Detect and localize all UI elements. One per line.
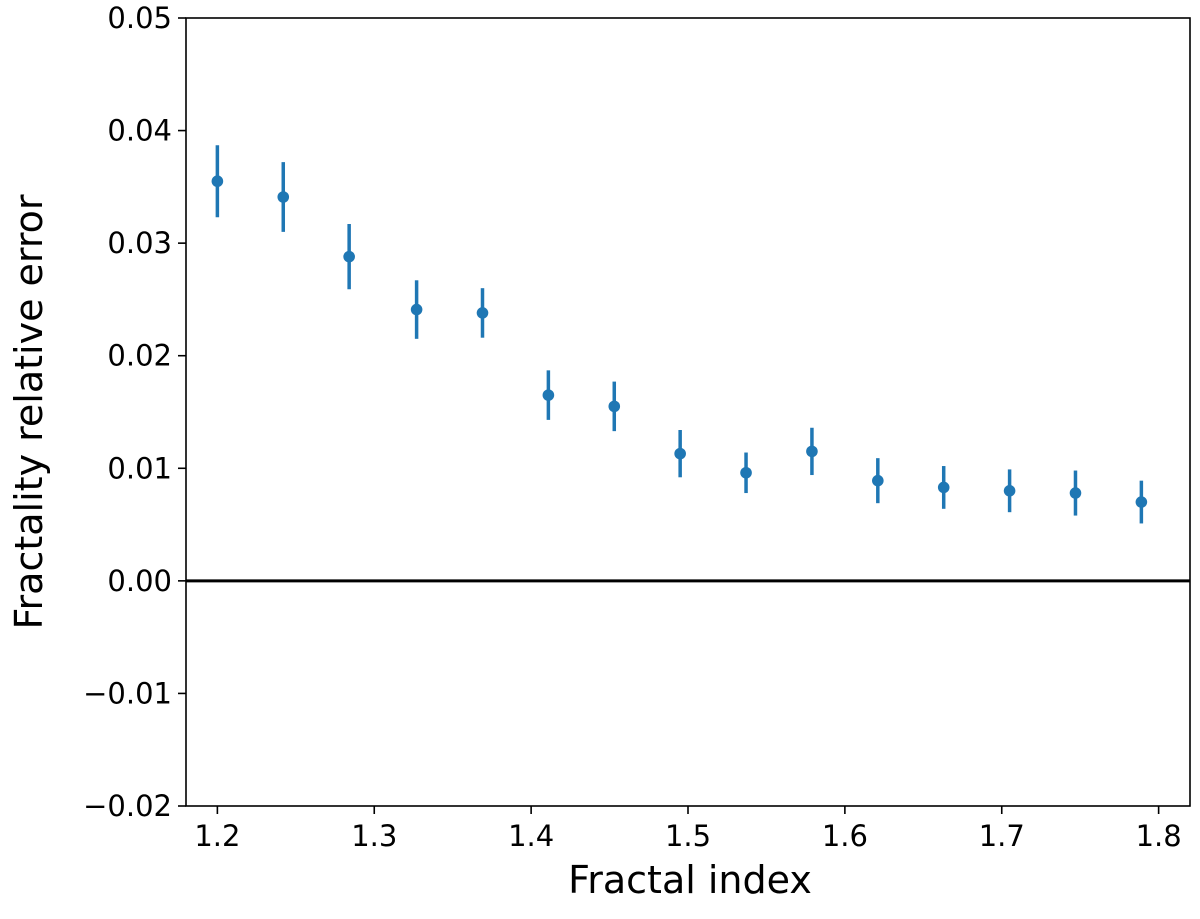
y-axis-label: Fractality relative error xyxy=(7,194,51,629)
y-tick-label: 0.03 xyxy=(107,226,172,260)
data-point xyxy=(343,250,355,263)
data-point xyxy=(806,445,818,458)
data-point xyxy=(410,303,423,316)
x-tick-label: 1.8 xyxy=(1136,819,1182,853)
plot-layer xyxy=(186,145,1190,583)
data-point xyxy=(674,447,686,460)
x-tick-label: 1.7 xyxy=(979,819,1025,853)
y-tick-label: 0.02 xyxy=(107,339,172,373)
y-tick-label: 0.00 xyxy=(107,564,172,598)
data-point xyxy=(937,481,950,494)
y-tick-label: −0.01 xyxy=(83,676,172,710)
x-tick-label: 1.5 xyxy=(665,819,711,853)
x-tick-label: 1.6 xyxy=(822,819,868,853)
y-tick-label: 0.01 xyxy=(107,451,172,485)
data-point xyxy=(476,307,489,319)
x-tick-label: 1.4 xyxy=(508,819,554,853)
data-point xyxy=(1135,496,1148,508)
data-point xyxy=(740,466,752,479)
data-point xyxy=(542,389,555,401)
x-tick-label: 1.2 xyxy=(194,819,240,853)
data-point xyxy=(608,400,621,413)
data-point xyxy=(211,175,224,188)
axes-layer: 1.2 1.3 1.4 1.5 1.6 1.7 1.8 −0.02 −0.01 0.00 0.01 0… xyxy=(83,1,1191,853)
data-point xyxy=(1003,485,1016,497)
y-tick-label: 0.04 xyxy=(107,114,172,148)
y-tick-label: 0.05 xyxy=(107,1,172,35)
data-point xyxy=(277,191,290,203)
x-axis-label: Fractal index xyxy=(568,858,812,902)
x-tick-label: 1.3 xyxy=(351,819,397,853)
data-point xyxy=(1069,487,1082,499)
data-point xyxy=(872,474,884,487)
y-tick-label: −0.02 xyxy=(83,789,172,823)
